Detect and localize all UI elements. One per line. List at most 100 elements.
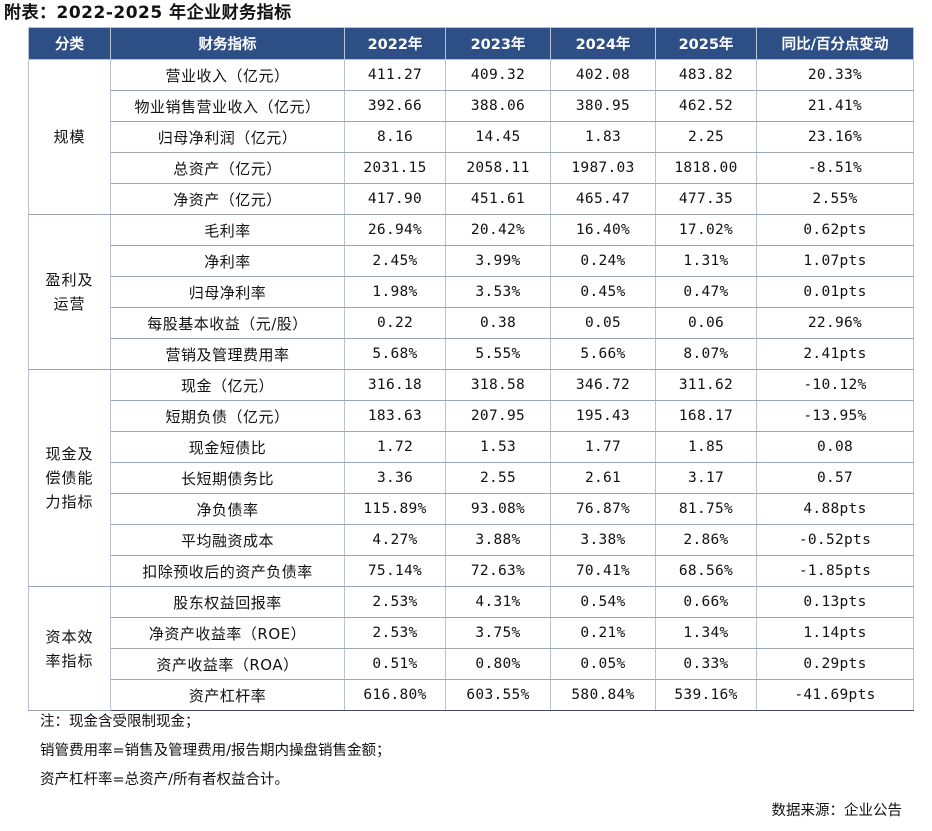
value-2022-cell: 417.90: [344, 183, 446, 215]
metric-cell: 净利率: [110, 245, 345, 277]
metric-cell: 扣除预收后的资产负债率: [110, 555, 345, 587]
metric-cell: 现金短债比: [110, 431, 345, 463]
header-2022: 2022年: [344, 27, 446, 60]
change-cell: 20.33%: [756, 59, 914, 91]
table-row: 盈利及 运营 毛利率 26.94% 20.42% 16.40% 17.02% 0.62pts: [28, 214, 914, 370]
table-row: 归母净利润（亿元） 8.16 14.45 1.83 2.25 23.16%: [29, 121, 914, 153]
value-2023-cell: 14.45: [445, 121, 551, 153]
value-2025-cell: 311.62: [655, 369, 757, 401]
value-2024-cell: 0.21%: [550, 617, 656, 649]
value-2022-cell: 2031.15: [344, 152, 446, 184]
table-row: 总资产（亿元） 2031.15 2058.11 1987.03 1818.00 -8.51…: [29, 152, 914, 184]
value-2025-cell: 462.52: [655, 90, 757, 122]
change-cell: -1.85pts: [756, 555, 914, 587]
value-2023-cell: 3.88%: [445, 524, 551, 556]
notes: 注：现金含受限制现金； 销管费用率=销售及管理费用/报告期内操盘销售金额； 资产…: [40, 708, 391, 795]
change-cell: -13.95%: [756, 400, 914, 432]
value-2025-cell: 2.25: [655, 121, 757, 153]
value-2023-cell: 603.55%: [445, 679, 551, 711]
value-2023-cell: 388.06: [445, 90, 551, 122]
table-row: 扣除预收后的资产负债率 75.14% 72.63% 70.41% 68.56% -1.85…: [29, 555, 914, 587]
change-cell: -8.51%: [756, 152, 914, 184]
value-2024-cell: 402.08: [550, 59, 656, 91]
value-2022-cell: 2.53%: [344, 586, 446, 618]
value-2024-cell: 380.95: [550, 90, 656, 122]
value-2024-cell: 76.87%: [550, 493, 656, 525]
value-2024-cell: 70.41%: [550, 555, 656, 587]
value-2025-cell: 1.31%: [655, 245, 757, 277]
table-row: 净资产（亿元） 417.90 451.61 465.47 477.35 2.55%: [29, 183, 914, 215]
metric-cell: 毛利率: [110, 214, 345, 246]
value-2024-cell: 0.45%: [550, 276, 656, 308]
header-change: 同比/百分点变动: [756, 27, 914, 60]
value-2024-cell: 0.05: [550, 307, 656, 339]
value-2025-cell: 0.06: [655, 307, 757, 339]
value-2025-cell: 168.17: [655, 400, 757, 432]
metric-cell: 净资产（亿元）: [110, 183, 345, 215]
metric-cell: 物业销售营业收入（亿元）: [110, 90, 345, 122]
value-2023-cell: 4.31%: [445, 586, 551, 618]
table-row: 净资产收益率（ROE） 2.53% 3.75% 0.21% 1.34% 1.14pts: [29, 617, 914, 649]
change-cell: 22.96%: [756, 307, 914, 339]
value-2024-cell: 0.24%: [550, 245, 656, 277]
change-cell: 0.29pts: [756, 648, 914, 680]
change-cell: 23.16%: [756, 121, 914, 153]
table-row: 现金及 偿债能 力指标 现金（亿元） 316.18 318.58 346.72 311.6…: [28, 369, 914, 587]
change-cell: 0.13pts: [756, 586, 914, 618]
value-2022-cell: 1.72: [344, 431, 446, 463]
value-2022-cell: 75.14%: [344, 555, 446, 587]
change-cell: 1.14pts: [756, 617, 914, 649]
value-2025-cell: 0.47%: [655, 276, 757, 308]
header-2024: 2024年: [550, 27, 656, 60]
value-2024-cell: 5.66%: [550, 338, 656, 370]
value-2023-cell: 409.32: [445, 59, 551, 91]
metric-cell: 资产收益率（ROA）: [110, 648, 345, 680]
category-cell: 盈利及 运营: [28, 214, 111, 370]
table-row: 资产收益率（ROA） 0.51% 0.80% 0.05% 0.33% 0.29pts: [29, 648, 914, 680]
category-cell: 规模: [28, 59, 111, 215]
value-2023-cell: 318.58: [445, 369, 551, 401]
header-2025: 2025年: [655, 27, 757, 60]
metric-cell: 营业收入（亿元）: [110, 59, 345, 91]
value-2023-cell: 93.08%: [445, 493, 551, 525]
value-2022-cell: 183.63: [344, 400, 446, 432]
value-2025-cell: 0.66%: [655, 586, 757, 618]
value-2025-cell: 539.16%: [655, 679, 757, 711]
table-row: 平均融资成本 4.27% 3.88% 3.38% 2.86% -0.52pts: [29, 524, 914, 556]
change-cell: 2.55%: [756, 183, 914, 215]
note-line: 资产杠杆率=总资产/所有者权益合计。: [40, 772, 290, 788]
value-2025-cell: 17.02%: [655, 214, 757, 246]
value-2025-cell: 68.56%: [655, 555, 757, 587]
table-row: 归母净利率 1.98% 3.53% 0.45% 0.47% 0.01pts: [29, 276, 914, 308]
table-body: 规模 营业收入（亿元） 411.27 409.32 402.08 483.82 20.33%…: [28, 59, 914, 711]
value-2022-cell: 411.27: [344, 59, 446, 91]
change-cell: 4.88pts: [756, 493, 914, 525]
value-2023-cell: 0.80%: [445, 648, 551, 680]
metric-cell: 归母净利率: [110, 276, 345, 308]
value-2025-cell: 8.07%: [655, 338, 757, 370]
value-2024-cell: 1.77: [550, 431, 656, 463]
value-2022-cell: 5.68%: [344, 338, 446, 370]
table-row: 短期负债（亿元） 183.63 207.95 195.43 168.17 -13.95%: [29, 400, 914, 432]
value-2022-cell: 2.53%: [344, 617, 446, 649]
change-cell: -41.69pts: [756, 679, 914, 711]
value-2023-cell: 1.53: [445, 431, 551, 463]
table-row: 现金短债比 1.72 1.53 1.77 1.85 0.08: [29, 431, 914, 463]
value-2024-cell: 2.61: [550, 462, 656, 494]
table-row: 净利率 2.45% 3.99% 0.24% 1.31% 1.07pts: [29, 245, 914, 277]
change-cell: -0.52pts: [756, 524, 914, 556]
value-2025-cell: 1.85: [655, 431, 757, 463]
metric-cell: 资产杠杆率: [110, 679, 345, 711]
value-2025-cell: 0.33%: [655, 648, 757, 680]
table-title: 附表：2022-2025 年企业财务指标: [4, 3, 292, 23]
value-2023-cell: 3.99%: [445, 245, 551, 277]
metric-cell: 营销及管理费用率: [110, 338, 345, 370]
header-category: 分类: [28, 27, 111, 60]
metric-cell: 短期负债（亿元）: [110, 400, 345, 432]
table-row: 每股基本收益（元/股） 0.22 0.38 0.05 0.06 22.96%: [29, 307, 914, 339]
value-2022-cell: 0.51%: [344, 648, 446, 680]
note-line: 注：现金含受限制现金；: [40, 714, 200, 730]
table-row: 资产杠杆率 616.80% 603.55% 580.84% 539.16% -41.69p…: [29, 679, 914, 711]
value-2023-cell: 207.95: [445, 400, 551, 432]
value-2025-cell: 3.17: [655, 462, 757, 494]
